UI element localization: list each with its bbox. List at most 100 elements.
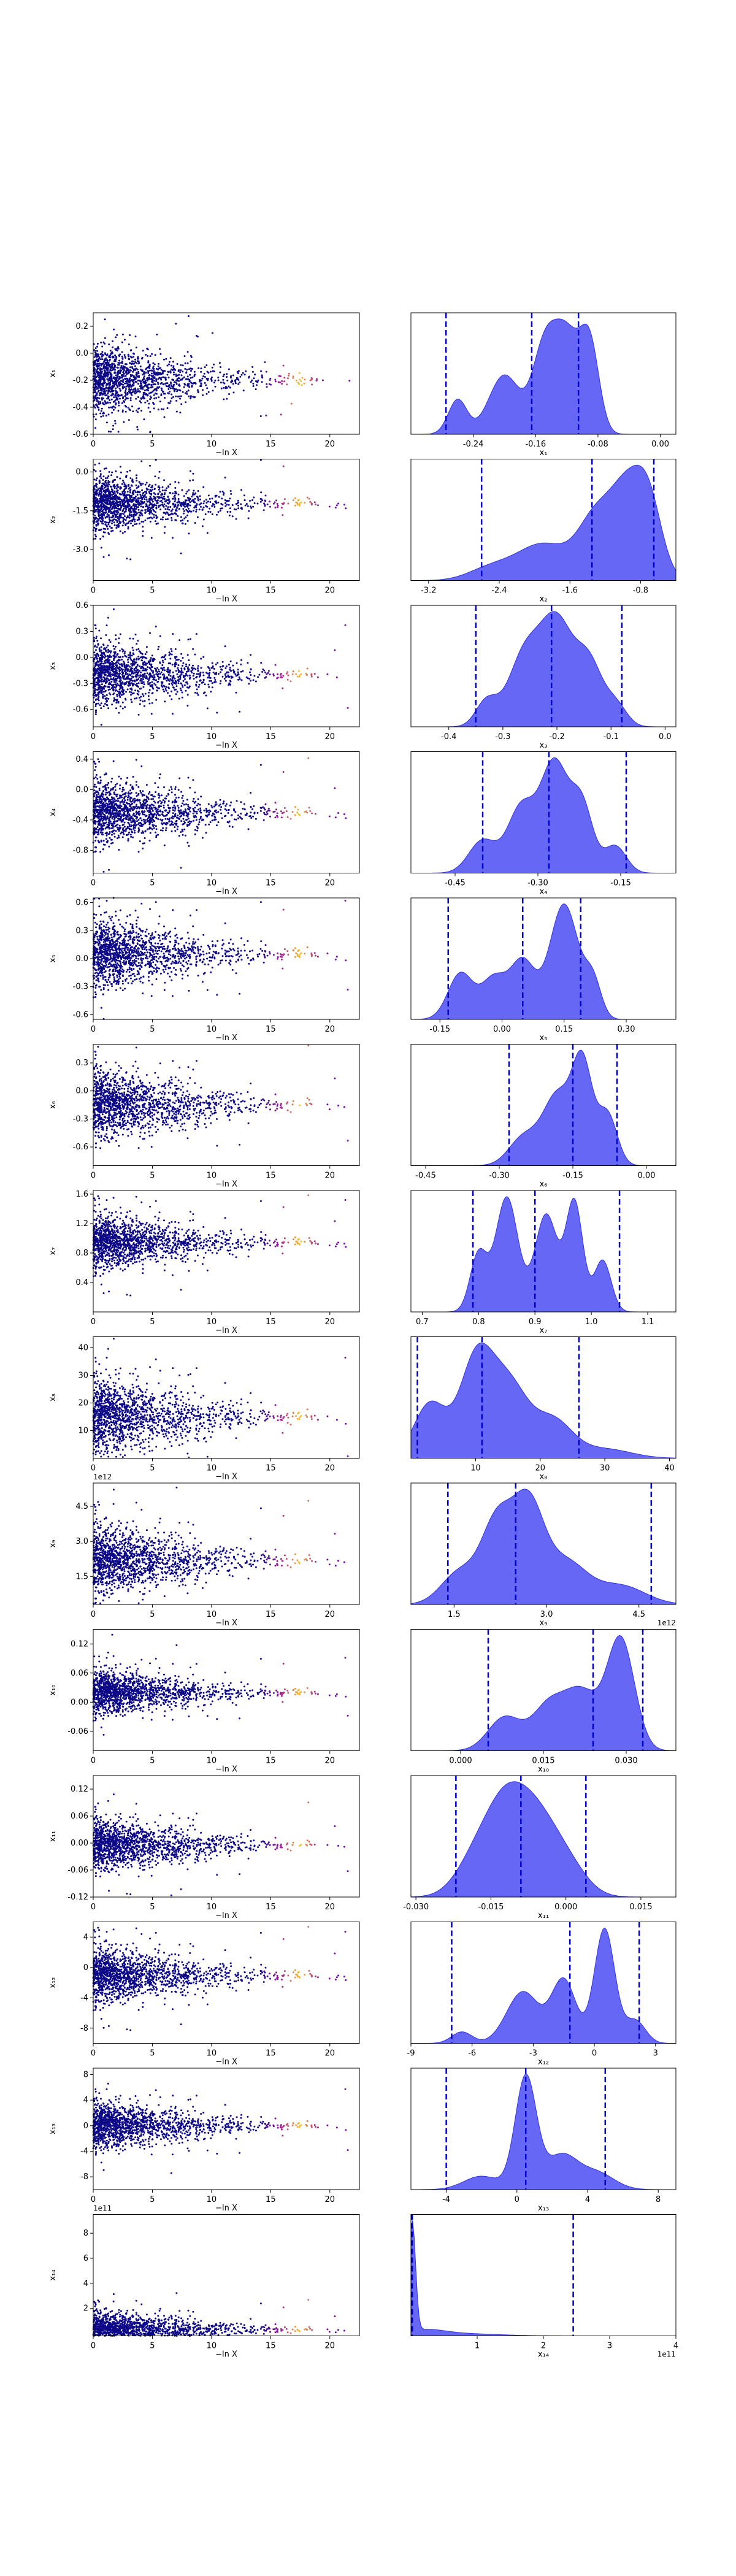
- trace-point: [136, 664, 139, 667]
- trace-point: [99, 367, 101, 369]
- trace-point: [129, 653, 131, 655]
- trace-point: [259, 764, 262, 766]
- trace-point: [157, 408, 159, 411]
- trace-point: [217, 377, 220, 378]
- trace-point: [125, 697, 126, 700]
- trace-point: [180, 689, 182, 692]
- trace-point: [240, 670, 242, 673]
- trace-point: [105, 699, 108, 702]
- trace-point: [128, 379, 131, 381]
- trace-point: [130, 388, 132, 391]
- trace-point: [125, 683, 127, 685]
- trace-point: [158, 486, 161, 489]
- trace-point: [182, 522, 184, 524]
- trace-point: [155, 483, 157, 486]
- trace-point: [167, 486, 170, 488]
- trace-point: [110, 474, 113, 477]
- trace-point: [107, 489, 109, 492]
- trace-point: [171, 537, 174, 539]
- trace-point: [116, 664, 118, 667]
- trace-point: [141, 386, 144, 388]
- trace-point: [107, 413, 110, 416]
- trace-point: [128, 520, 131, 523]
- trace-point: [167, 370, 169, 373]
- trace-point: [124, 391, 126, 394]
- trace-point: [131, 519, 133, 522]
- trace-point: [118, 381, 120, 384]
- hist-density-x3: [411, 611, 676, 727]
- trace-point: [168, 363, 170, 366]
- trace-point: [164, 677, 167, 680]
- trace-point: [247, 662, 249, 664]
- trace-point: [118, 388, 121, 390]
- trace-point: [147, 380, 149, 381]
- trace-point: [112, 369, 114, 371]
- trace-point: [163, 673, 165, 675]
- trace-point: [140, 397, 142, 400]
- trace-point: [171, 397, 173, 399]
- trace-point: [101, 680, 102, 683]
- trace-point: [169, 400, 172, 402]
- trace-point: [193, 489, 195, 492]
- trace-point: [164, 378, 167, 380]
- trace-point: [213, 668, 215, 670]
- trace-point: [226, 675, 228, 678]
- trace-point: [113, 364, 116, 367]
- trace-ylabel: x₃: [48, 662, 58, 670]
- trace-point: [151, 390, 154, 393]
- trace-point: [122, 690, 125, 692]
- trace-point: [109, 662, 112, 664]
- trace-point: [108, 385, 110, 387]
- trace-point: [297, 499, 299, 502]
- hist-density-x2: [411, 464, 677, 581]
- trace-point: [94, 691, 96, 694]
- trace-point: [139, 688, 141, 690]
- trace-point: [101, 345, 104, 348]
- trace-point: [117, 837, 118, 840]
- trace-point: [243, 374, 246, 376]
- trace-point: [188, 845, 190, 847]
- trace-point: [96, 403, 98, 405]
- trace-point: [113, 668, 116, 670]
- trace-point: [228, 368, 230, 370]
- trace-point: [132, 410, 134, 413]
- trace-point: [101, 495, 103, 497]
- trace-point: [109, 525, 111, 527]
- trace-point: [183, 512, 185, 515]
- trace-point: [158, 645, 160, 648]
- trace-point: [109, 688, 111, 691]
- trace-point: [175, 670, 177, 672]
- trace-point: [105, 667, 108, 669]
- trace-point: [197, 490, 199, 492]
- trace-point: [199, 498, 202, 500]
- trace-point: [148, 689, 151, 691]
- trace-point: [138, 503, 140, 505]
- trace-point: [141, 514, 144, 516]
- trace-point: [144, 669, 145, 672]
- trace-point: [172, 366, 175, 369]
- trace-point: [104, 697, 107, 700]
- trace-point: [128, 516, 131, 519]
- trace-point: [118, 362, 121, 364]
- trace-point: [159, 491, 161, 493]
- trace-point: [226, 397, 228, 400]
- trace-point: [95, 490, 98, 493]
- trace-point: [113, 505, 115, 508]
- trace-point: [178, 380, 180, 382]
- trace-point: [175, 399, 178, 402]
- trace-point: [184, 362, 186, 364]
- trace-point: [118, 642, 120, 644]
- trace-point: [161, 664, 164, 666]
- trace-point: [129, 522, 132, 524]
- trace-point: [116, 502, 118, 505]
- trace-point: [316, 676, 319, 678]
- trace-point: [125, 672, 127, 674]
- trace-point: [174, 512, 176, 515]
- trace-point: [142, 386, 145, 388]
- trace-point: [148, 517, 150, 519]
- trace-point: [277, 506, 279, 508]
- trace-point: [164, 383, 166, 385]
- trace-point: [97, 702, 99, 705]
- trace-point: [106, 669, 109, 671]
- trace-point: [186, 496, 189, 499]
